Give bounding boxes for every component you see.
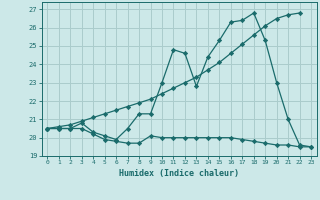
X-axis label: Humidex (Indice chaleur): Humidex (Indice chaleur): [119, 169, 239, 178]
